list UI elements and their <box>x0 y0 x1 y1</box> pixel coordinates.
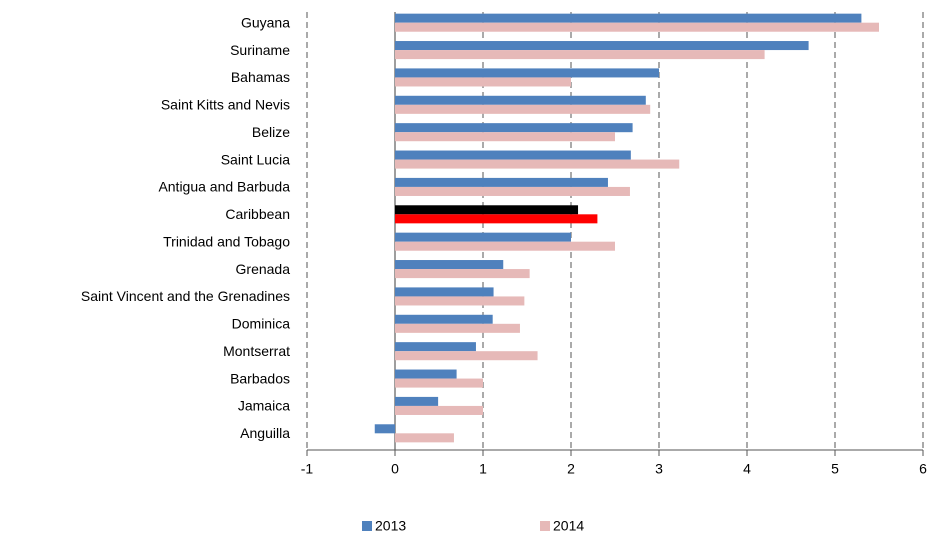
x-tick-label: 0 <box>391 461 399 477</box>
bar <box>374 424 395 434</box>
bar <box>395 177 608 187</box>
bar <box>395 342 476 352</box>
bar <box>395 232 571 242</box>
bar <box>395 396 439 406</box>
y-tick-label: Suriname <box>230 42 290 58</box>
x-tick-label: 6 <box>919 461 927 477</box>
y-tick-label: Saint Lucia <box>221 151 290 167</box>
x-tick-label: 4 <box>743 461 751 477</box>
y-tick-label: Antigua and Barbuda <box>158 179 290 195</box>
bar <box>395 159 680 169</box>
bar <box>395 287 494 297</box>
y-tick-label: Guyana <box>241 14 290 30</box>
y-tick-label: Jamaica <box>238 398 290 414</box>
bar <box>395 50 765 60</box>
y-tick-label: Anguilla <box>240 425 290 441</box>
bar <box>395 205 579 215</box>
x-tick-label: 3 <box>655 461 663 477</box>
y-tick-label: Belize <box>252 124 290 140</box>
bar <box>395 378 483 388</box>
bar <box>395 186 630 196</box>
y-tick-label: Bahamas <box>231 69 290 85</box>
bar <box>395 214 598 224</box>
bar <box>395 241 615 251</box>
bar <box>395 351 538 361</box>
bar <box>395 77 571 87</box>
bar <box>395 314 493 324</box>
y-tick-label: Montserrat <box>223 343 290 359</box>
bar <box>395 369 457 379</box>
legend-label: 2014 <box>553 518 584 534</box>
y-tick-label: Grenada <box>236 261 291 277</box>
bar <box>395 323 520 333</box>
bar <box>395 13 862 23</box>
x-tick-label: 5 <box>831 461 839 477</box>
legend-swatch <box>362 521 372 531</box>
x-tick-label: -1 <box>301 461 314 477</box>
bar <box>395 405 483 415</box>
bar <box>395 132 615 142</box>
bar <box>395 150 631 160</box>
x-tick-label: 2 <box>567 461 575 477</box>
bar <box>395 269 530 279</box>
bar <box>395 296 525 306</box>
x-tick-label: 1 <box>479 461 487 477</box>
y-tick-label: Saint Kitts and Nevis <box>161 97 290 113</box>
y-tick-label: Saint Vincent and the Grenadines <box>81 288 290 304</box>
bar <box>395 260 504 270</box>
bar <box>395 68 659 78</box>
bar <box>395 95 646 105</box>
legend-swatch <box>540 521 550 531</box>
legend-label: 2013 <box>375 518 406 534</box>
y-tick-label: Dominica <box>232 316 291 332</box>
y-tick-label: Barbados <box>230 370 290 386</box>
y-tick-label: Trinidad and Tobago <box>163 233 290 249</box>
y-tick-label: Caribbean <box>225 206 290 222</box>
bar <box>395 104 651 114</box>
bar <box>395 123 633 133</box>
bar <box>395 22 879 32</box>
bar <box>395 433 454 443</box>
bar <box>395 41 809 51</box>
